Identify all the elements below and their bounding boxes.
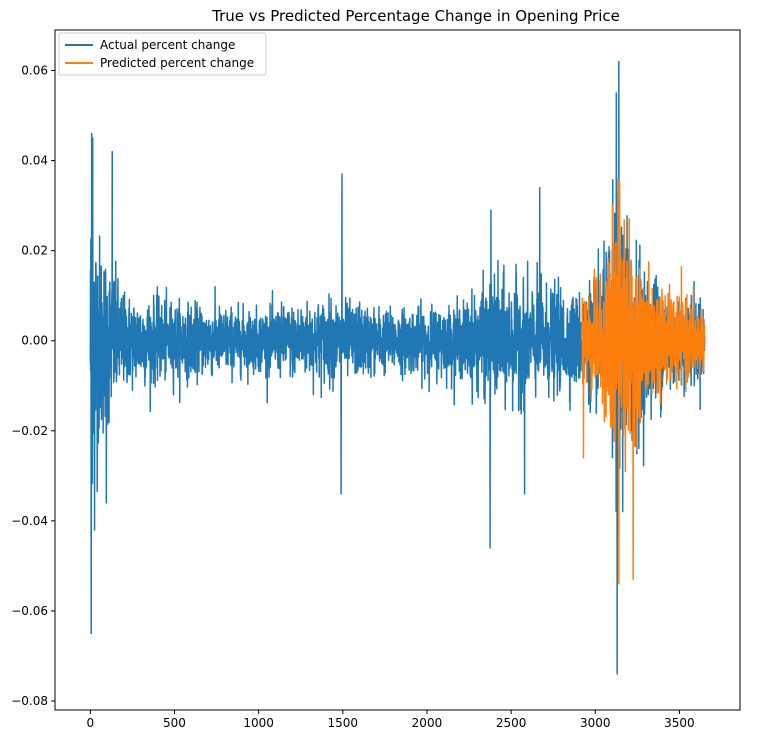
x-tick-label: 1000 bbox=[243, 716, 274, 730]
x-tick-label: 0 bbox=[87, 716, 95, 730]
series-line-predicted bbox=[581, 177, 706, 585]
y-tick-label: 0.00 bbox=[21, 334, 48, 348]
y-tick-label: −0.06 bbox=[11, 604, 48, 618]
y-tick-label: −0.02 bbox=[11, 424, 48, 438]
legend-label-predicted: Predicted percent change bbox=[100, 56, 254, 70]
legend: Actual percent change Predicted percent … bbox=[58, 32, 267, 76]
chart-title: True vs Predicted Percentage Change in O… bbox=[211, 7, 620, 25]
legend-label-actual: Actual percent change bbox=[100, 38, 235, 52]
x-tick-label: 2000 bbox=[412, 716, 443, 730]
x-tick-label: 3500 bbox=[664, 716, 695, 730]
y-tick-label: −0.04 bbox=[11, 514, 48, 528]
x-tick-label: 1500 bbox=[328, 716, 359, 730]
legend-box bbox=[58, 32, 267, 76]
axes-frame bbox=[54, 29, 741, 711]
x-tick-label: 2500 bbox=[496, 716, 527, 730]
y-tick-label: 0.04 bbox=[21, 154, 48, 168]
y-tick-label: 0.02 bbox=[21, 244, 48, 258]
x-tick-label: 500 bbox=[163, 716, 186, 730]
series-layer bbox=[89, 60, 706, 675]
y-tick-label: −0.08 bbox=[11, 694, 48, 708]
y-tick-label: 0.06 bbox=[21, 64, 48, 78]
axes-layer: 0 500 1000 1500 2000 2500 3000 3500 −0.08 −0.06 −0… bbox=[11, 29, 741, 730]
x-tick-label: 3000 bbox=[580, 716, 611, 730]
